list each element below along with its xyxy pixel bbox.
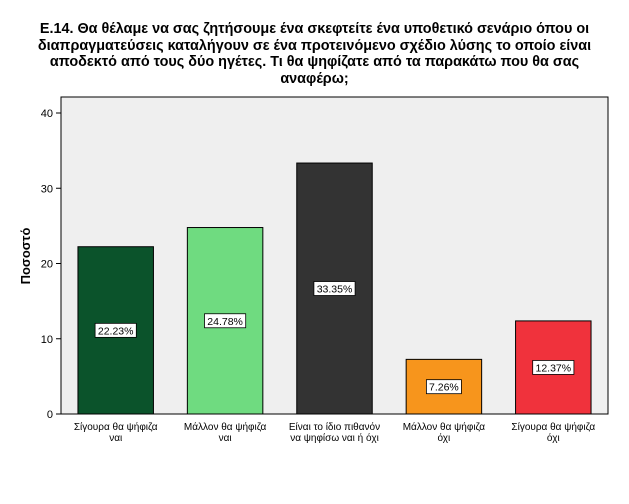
x-category-label: να ψηφίσω ναι ή όχι <box>290 432 379 444</box>
bars: 22.23% 24.78% 33.35% 7.26% 12.37% <box>77 162 592 415</box>
chart-title-line-3: αποδεκτό από τους δύο ηγέτες. Τι θα ψηφί… <box>49 54 580 70</box>
data-label: 22.23% <box>94 322 137 338</box>
x-category-label: Μάλλον θα ψήφιζα <box>184 421 267 433</box>
x-category-label: ναι <box>219 433 232 444</box>
data-label-text: 33.35% <box>317 284 353 296</box>
data-label-text: 12.37% <box>535 362 571 374</box>
data-label: 12.37% <box>532 360 575 375</box>
x-category-label: Σίγουρα θα ψήφιζα <box>511 421 595 433</box>
y-axis: 0 10 20 30 40 <box>41 108 61 421</box>
x-category-label: Μάλλον θα ψήφιζα <box>403 421 486 433</box>
x-category-label: Είναι το ίδιο πιθανόν <box>289 421 380 433</box>
y-tick-label: 20 <box>41 259 53 271</box>
chart-title: Ε.14. Θα θέλαμε να σας ζητήσουμε ένα σκε… <box>0 21 629 87</box>
y-tick-label: 10 <box>41 334 53 346</box>
x-category-label: όχι <box>438 432 451 444</box>
y-axis-title: Ποσοστό <box>18 228 33 285</box>
x-category-label: Σίγουρα θα ψήφιζα <box>74 421 158 433</box>
y-tick-label: 0 <box>47 409 53 421</box>
y-tick-label: 40 <box>41 108 53 120</box>
data-label-text: 22.23% <box>98 325 134 337</box>
chart-title-line-1: Ε.14. Θα θέλαμε να σας ζητήσουμε ένα σκε… <box>39 21 590 37</box>
data-label: 7.26% <box>425 379 462 395</box>
y-tick-label: 30 <box>41 183 53 195</box>
x-category-label: ναι <box>109 433 122 444</box>
data-label-text: 7.26% <box>429 382 459 394</box>
x-category-label: όχι <box>547 432 560 444</box>
data-label: 33.35% <box>313 281 356 296</box>
data-label: 24.78% <box>204 313 247 329</box>
data-label-text: 24.78% <box>207 316 243 328</box>
chart-title-line-2: διαπραγματεύσεις καταλήγουν σε ένα προτε… <box>37 37 592 54</box>
chart-title-line-4: αναφέρω; <box>280 70 349 87</box>
